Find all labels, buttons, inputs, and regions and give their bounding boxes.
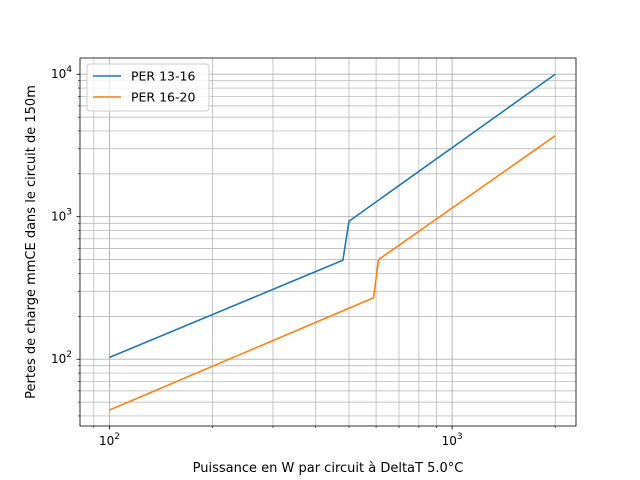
y-tick-label: 103	[51, 208, 72, 224]
x-tick-label: 102	[99, 432, 120, 448]
legend-entry-per-13-16: PER 13-16	[131, 69, 195, 84]
plot-area-frame	[79, 57, 577, 427]
minor-grid	[80, 58, 576, 426]
y-axis-label: Pertes de charge mmCE dans le circuit de…	[24, 85, 39, 399]
x-tick-label: 103	[442, 432, 463, 448]
y-tick-label: 102	[51, 350, 72, 366]
series-line-1	[109, 135, 556, 411]
legend-entry-per-16-20: PER 16-20	[131, 90, 195, 105]
y-tick-label: 104	[51, 65, 72, 81]
series-layer	[109, 73, 556, 411]
ticks-layer: 102 103 102 103 104	[51, 65, 556, 448]
series-line-0	[109, 73, 556, 359]
x-axis-label: Puissance en W par circuit à DeltaT 5.0°…	[193, 461, 464, 476]
legend: PER 13-16 PER 16-20	[86, 63, 210, 112]
